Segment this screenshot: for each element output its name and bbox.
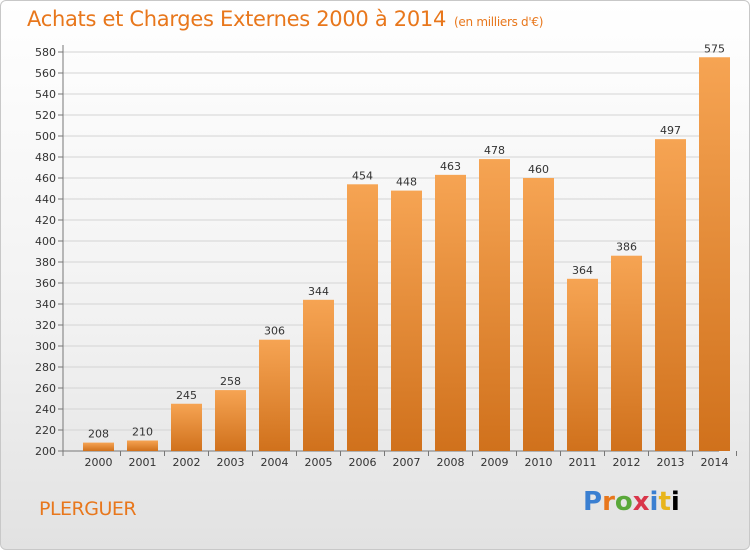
labels: 200 220 240 260 280 300 320 340 360 380 400 420 440 4… [35,42,729,469]
bar-value-label: 210 [132,426,153,439]
x-tick-label: 2001 [129,456,157,469]
x-tick-label: 2007 [393,456,421,469]
x-tick-label: 2014 [701,456,729,469]
x-tick-label: 2011 [569,456,597,469]
y-tick-label: 500 [35,130,56,143]
bar-value-label: 454 [352,169,373,182]
bar-2006 [347,184,378,452]
bar-2002 [171,403,202,451]
bar-2004 [259,339,290,451]
bar-value-label: 460 [528,163,549,176]
bar-2010 [523,178,554,451]
y-tick-label: 580 [35,46,56,59]
x-tick-label: 2010 [525,456,553,469]
x-tick-label: 2002 [173,456,201,469]
chart-subtitle: (en milliers d'€) [454,15,544,29]
y-tick-label: 440 [35,193,56,206]
y-tick-label: 320 [35,319,56,332]
bars [83,57,730,452]
y-tick-label: 480 [35,151,56,164]
x-tick-label: 2013 [657,456,685,469]
bar-value-label: 245 [176,389,197,402]
bar-2007 [391,190,422,451]
bar-2009 [479,159,510,451]
bar-value-label: 306 [264,325,285,338]
x-tick-label: 2005 [305,456,333,469]
y-tick-label: 520 [35,109,56,122]
bar-2013 [655,139,686,451]
bar-2014 [699,57,730,451]
bar-value-label: 497 [660,124,681,137]
bar-2001 [127,440,158,451]
x-tick-label: 2003 [217,456,245,469]
bar-value-label: 386 [616,241,637,254]
x-tick-label: 2004 [261,456,289,469]
y-tick-label: 460 [35,172,56,185]
bar-2011 [567,278,598,451]
chart-title-text: Achats et Charges Externes 2000 à 2014 [27,7,447,31]
bar-value-label: 463 [440,160,461,173]
y-tick-label: 540 [35,88,56,101]
town-name: PLERGUER [39,498,137,520]
bar-value-label: 364 [572,264,593,277]
bar-2012 [611,255,642,451]
y-tick-label: 380 [35,256,56,269]
bar-value-label: 258 [220,375,241,388]
bar-2008 [435,174,466,451]
x-tick-label: 2008 [437,456,465,469]
bar-value-label: 478 [484,144,505,157]
y-tick-label: 280 [35,361,56,374]
x-tick-label: 2000 [85,456,113,469]
y-tick-label: 420 [35,214,56,227]
y-tick-label: 300 [35,340,56,353]
bar-value-label: 344 [308,285,329,298]
y-tick-label: 220 [35,424,56,437]
proxiti-logo: Proxiti [583,487,680,517]
bar-2005 [303,299,334,451]
y-tick-label: 560 [35,67,56,80]
bar-value-label: 208 [88,428,109,441]
y-tick-label: 400 [35,235,56,248]
chart-title: Achats et Charges Externes 2000 à 2014 (e… [27,7,543,31]
x-tick-label: 2006 [349,456,377,469]
bar-2003 [215,390,246,451]
bar-value-label: 448 [396,176,417,189]
x-tick-label: 2012 [613,456,641,469]
x-tick-label: 2009 [481,456,509,469]
y-tick-label: 340 [35,298,56,311]
y-tick-label: 260 [35,382,56,395]
bar-value-label: 575 [704,42,725,55]
y-tick-label: 360 [35,277,56,290]
y-tick-label: 200 [35,445,56,458]
bar-2000 [83,442,114,451]
y-tick-label: 240 [35,403,56,416]
